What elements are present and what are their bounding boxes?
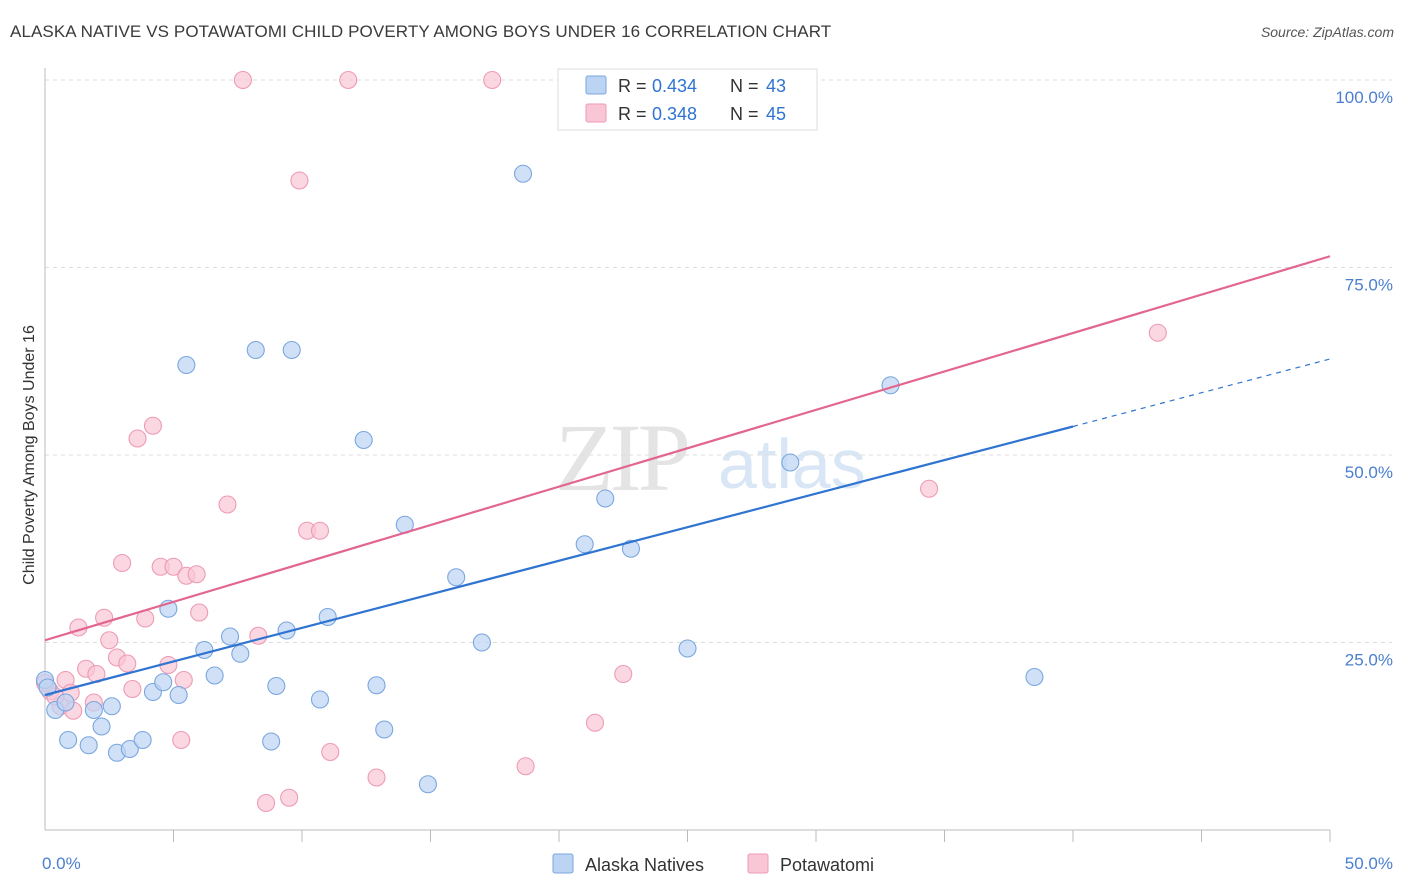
alaska-natives-point [59,730,78,750]
watermark: ZIP atlas [555,404,866,511]
alaska-natives-point [781,453,800,472]
series-legend: Alaska Natives Potawatomi [552,853,874,875]
alaska-natives-point [621,539,641,558]
alaska-natives-point [169,685,188,705]
legend-swatch-potawatomi [747,853,769,874]
alaska-natives-point [472,633,491,652]
stats-legend: R = 0.434 N = 43 R = 0.348 N = 45 [557,68,818,131]
trend-lines [44,255,1331,697]
potawatomi-point [367,768,386,787]
potawatomi-point [321,742,340,762]
source-credit: Source: ZipAtlas.com [1260,24,1394,40]
x-tick-label: 50.0% [1345,854,1393,873]
alaska-natives-point [282,340,301,360]
potawatomi-point [143,416,162,435]
alaska-natives-point [231,644,250,663]
alaska-natives-point [84,700,103,720]
x-tick-label: 0.0% [42,854,81,873]
alaska-natives-trend-line [44,425,1074,697]
stats-r-label-2: R = [618,104,647,124]
alaska-natives-point [262,732,281,751]
alaska-natives-point [513,164,533,183]
alaska-natives-point [102,697,121,716]
potawatomi-point [233,70,252,90]
potawatomi-point [172,730,191,750]
potawatomi-trend-line [44,255,1331,642]
y-tick-labels: 100.0% 75.0% 50.0% 25.0% [1335,88,1393,670]
alaska-natives-point [447,568,466,587]
potawatomi-point [290,171,309,190]
alaska-natives-point [418,775,437,794]
stats-swatch-alaska-natives [585,75,607,95]
watermark-zip: ZIP [555,404,688,511]
potawatomi-point [920,479,939,498]
stats-n-label-2: N = [730,104,759,124]
stats-swatch-potawatomi [585,103,607,123]
potawatomi-point [164,557,183,576]
alaska-natives-point [310,690,330,709]
legend-swatch-alaska-natives [552,853,574,874]
alaska-natives-point [177,355,196,375]
alaska-natives-point [596,489,615,508]
potawatomi-point [585,713,605,732]
stats-r-label-1: R = [618,76,647,96]
stats-n-value-2: 45 [766,104,786,124]
axes [44,68,1331,842]
potawatomi-point [339,70,358,90]
alaska-natives-point [38,678,57,697]
alaska-natives-point [56,693,75,712]
potawatomi-point [190,603,209,622]
alaska-natives-point [92,717,111,736]
alaska-natives-point [205,666,224,685]
alaska-natives-point [154,673,173,692]
alaska-natives-point [267,676,286,696]
potawatomi-point [310,521,330,540]
y-tick-label: 75.0% [1345,276,1393,295]
y-axis-title: Child Poverty Among Boys Under 16 [21,325,38,585]
potawatomi-point [483,70,502,90]
alaska-natives-point [246,340,265,360]
stats-r-value-2: 0.348 [652,104,697,124]
potawatomi-point [256,793,276,813]
alaska-natives-point [220,627,240,646]
potawatomi-point [100,631,119,650]
alaska-natives-point [133,730,152,750]
potawatomi-point [187,565,206,584]
potawatomi-point [280,788,299,807]
legend-label-potawatomi: Potawatomi [780,855,874,875]
potawatomi-point [174,670,193,690]
alaska-natives-point [367,676,386,695]
y-tick-label: 50.0% [1345,463,1393,482]
alaska-natives-point [1025,667,1044,687]
alaska-natives-point [375,720,394,739]
alaska-natives-point [575,535,594,554]
alaska-natives-point [79,736,98,755]
x-tick-labels: 0.0% 50.0% [42,854,1393,873]
potawatomi-point [1148,323,1167,342]
potawatomi-point [123,679,142,699]
stats-r-value-1: 0.434 [652,76,697,96]
potawatomi-point [113,553,132,573]
alaska-natives-point [354,430,373,450]
potawatomi-point [516,757,535,776]
alaska-natives-point [678,639,697,658]
y-tick-label: 100.0% [1335,88,1393,107]
chart-title: ALASKA NATIVE VS POTAWATOMI CHILD POVERT… [10,22,832,41]
grid-lines [45,79,1392,643]
potawatomi-point [614,664,633,684]
potawatomi-point [118,654,137,673]
alaska-natives-point [120,739,139,759]
potawatomi-point [128,429,147,448]
potawatomi-point [218,495,237,514]
stats-n-label-1: N = [730,76,759,96]
legend-label-alaska-natives: Alaska Natives [585,855,704,875]
stats-n-value-1: 43 [766,76,786,96]
y-tick-label: 25.0% [1345,651,1393,670]
alaska-natives-trend-extension [1072,358,1331,428]
